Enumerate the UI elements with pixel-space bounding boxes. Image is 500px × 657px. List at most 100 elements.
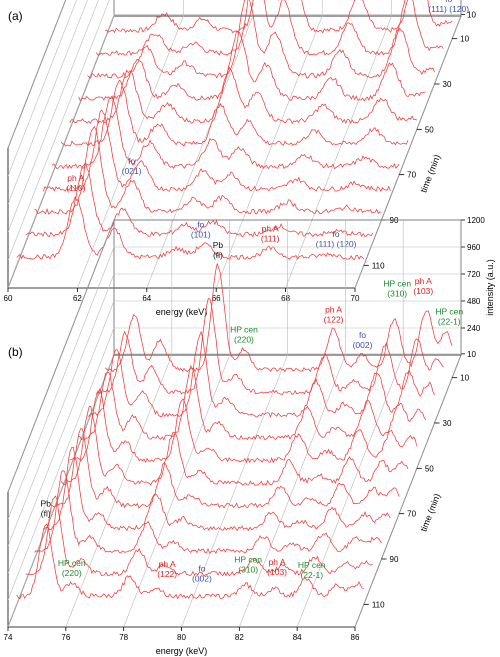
peak-annotation-index: (021) bbox=[122, 166, 142, 176]
peak-annotation: fo(101) bbox=[191, 219, 211, 239]
peak-annotation-name: ph A bbox=[262, 224, 279, 234]
time-tick-label: 50 bbox=[425, 464, 434, 473]
trace-t70 bbox=[51, 428, 400, 509]
peak-annotation: Pb(fl) bbox=[41, 498, 52, 518]
peak-annotation: ph A(103) bbox=[267, 557, 287, 577]
x-grid-floor bbox=[123, 354, 230, 628]
x-tick-label: 70 bbox=[351, 294, 360, 303]
z-axis-title: intensity (a.u.) bbox=[485, 259, 495, 316]
peak-annotation-index: (220) bbox=[62, 568, 82, 578]
x-grid-floor bbox=[65, 354, 173, 628]
trace-t80 bbox=[43, 447, 391, 532]
peak-annotation-index: (101) bbox=[191, 229, 211, 239]
x-tick-label: 62 bbox=[73, 294, 82, 303]
peak-annotation-index: (103) bbox=[413, 286, 433, 296]
time-axis-title: time (min) bbox=[418, 153, 442, 194]
panel-label: (a) bbox=[8, 9, 23, 23]
peak-annotation-name: HP cen bbox=[234, 555, 262, 565]
trace-t100 bbox=[25, 495, 373, 577]
time-tick-label: 90 bbox=[390, 216, 399, 225]
peak-annotation-name: ph A bbox=[415, 276, 432, 286]
chart-panel-0: 1020040060080010006062646668701030507090… bbox=[4, 0, 476, 317]
peak-annotation-index: (103) bbox=[267, 567, 287, 577]
z-grid-left bbox=[7, 0, 66, 149]
time-tick-label: 110 bbox=[372, 600, 385, 609]
time-tick-label: 70 bbox=[407, 171, 416, 180]
x-tick-label: 74 bbox=[4, 633, 13, 642]
time-tick-label: 10 bbox=[460, 374, 469, 383]
peak-annotation: HP cen(310) bbox=[383, 278, 411, 298]
peak-annotation-index: (22-1) bbox=[300, 570, 323, 580]
peak-annotation: HP cen(22-1) bbox=[298, 560, 326, 580]
time-axis-title-group: time (min) bbox=[418, 153, 442, 194]
peak-annotation: ph A(110) bbox=[66, 173, 85, 193]
peak-annotation-index: (310) bbox=[238, 565, 258, 575]
x-grid-floor bbox=[7, 354, 115, 628]
z-tick-label: 10 bbox=[467, 11, 476, 20]
z-grid-left bbox=[7, 14, 115, 287]
peak-annotation: ph A(122) bbox=[157, 559, 177, 579]
time-tick-label: 70 bbox=[407, 510, 416, 519]
x-grid-floor bbox=[354, 15, 462, 289]
peak-annotation-index: (111) (120) bbox=[316, 239, 357, 249]
peak-annotation-index: (111) (120) bbox=[428, 4, 469, 14]
z-grid-left bbox=[7, 300, 115, 574]
x-grid-floor bbox=[354, 354, 462, 628]
trace-t90 bbox=[34, 126, 382, 215]
trace-t50 bbox=[69, 66, 417, 125]
peak-annotation: HP cen(310) bbox=[234, 555, 262, 575]
peak-annotation: ph A(111) bbox=[261, 224, 280, 244]
trace-t40 bbox=[78, 30, 426, 102]
z-tick-label: 240 bbox=[467, 324, 481, 333]
trace-t70 bbox=[51, 95, 400, 170]
x-tick-label: 68 bbox=[281, 294, 290, 303]
trace-t50 bbox=[69, 387, 418, 464]
peak-annotation-name: HP cen bbox=[230, 325, 258, 335]
chart-panel-1: 10 240 480 720 960 1200 74 76 78 80 82 84 86 10 30 50 70… bbox=[4, 216, 495, 656]
trace-t30 bbox=[87, 0, 435, 79]
trace-t60 bbox=[60, 405, 409, 486]
z-tick-label: 10 bbox=[467, 350, 476, 359]
x-axis-title: energy (keV) bbox=[156, 646, 208, 656]
peak-annotation: HP cen(220) bbox=[58, 558, 86, 578]
z-grid-left bbox=[7, 327, 115, 601]
peak-annotation-name: ph A bbox=[325, 304, 342, 314]
z-tick-label: 1200 bbox=[467, 216, 485, 225]
peak-annotation-index: (220) bbox=[234, 335, 254, 345]
peak-annotation-name: fo bbox=[198, 564, 205, 574]
x-grid-floor bbox=[296, 354, 404, 628]
z-grid-left bbox=[7, 353, 115, 626]
peak-annotation-name: HP cen bbox=[58, 558, 86, 568]
peak-annotation: fo(021) bbox=[122, 156, 142, 176]
x-grid-floor bbox=[146, 15, 254, 289]
z-axis-title-group: intensity (a.u.) bbox=[485, 259, 495, 316]
peak-annotation-name: HP cen bbox=[435, 307, 463, 317]
peak-annotation-index: (310) bbox=[387, 288, 407, 298]
peak-annotation-index: (122) bbox=[324, 314, 344, 324]
peak-annotation-name: ph A bbox=[159, 559, 176, 569]
trace-t30 bbox=[87, 330, 435, 418]
z-tick-label: 960 bbox=[467, 243, 481, 252]
x-tick-label: 76 bbox=[61, 633, 70, 642]
peak-annotation-index: (111) bbox=[261, 234, 280, 244]
peak-annotation-index: (110) bbox=[66, 183, 85, 193]
time-tick-label: 50 bbox=[425, 125, 434, 134]
z-grid-left bbox=[7, 0, 77, 177]
z-tick-label: 720 bbox=[467, 270, 481, 279]
x-tick-label: 80 bbox=[177, 633, 186, 642]
trace-t110 bbox=[16, 195, 365, 261]
x-grid-floor bbox=[7, 15, 115, 289]
x-tick-label: 84 bbox=[293, 633, 302, 642]
peak-annotation-index: (fl) bbox=[213, 250, 223, 260]
z-grid-left bbox=[7, 219, 115, 493]
x-tick-label: 86 bbox=[351, 633, 360, 642]
x-grid-floor bbox=[285, 15, 392, 289]
peak-annotation-name: ph A bbox=[269, 557, 286, 567]
peak-annotation-name: fo bbox=[359, 330, 366, 340]
peak-annotation: fo(111) (120) bbox=[428, 0, 469, 14]
peak-annotation-index: (002) bbox=[192, 574, 212, 584]
peak-annotation-name: Pb bbox=[213, 240, 224, 250]
trace-t40 bbox=[78, 364, 427, 441]
peak-annotation-name: fo bbox=[197, 219, 204, 229]
peak-annotation: fo(002) bbox=[353, 330, 373, 350]
